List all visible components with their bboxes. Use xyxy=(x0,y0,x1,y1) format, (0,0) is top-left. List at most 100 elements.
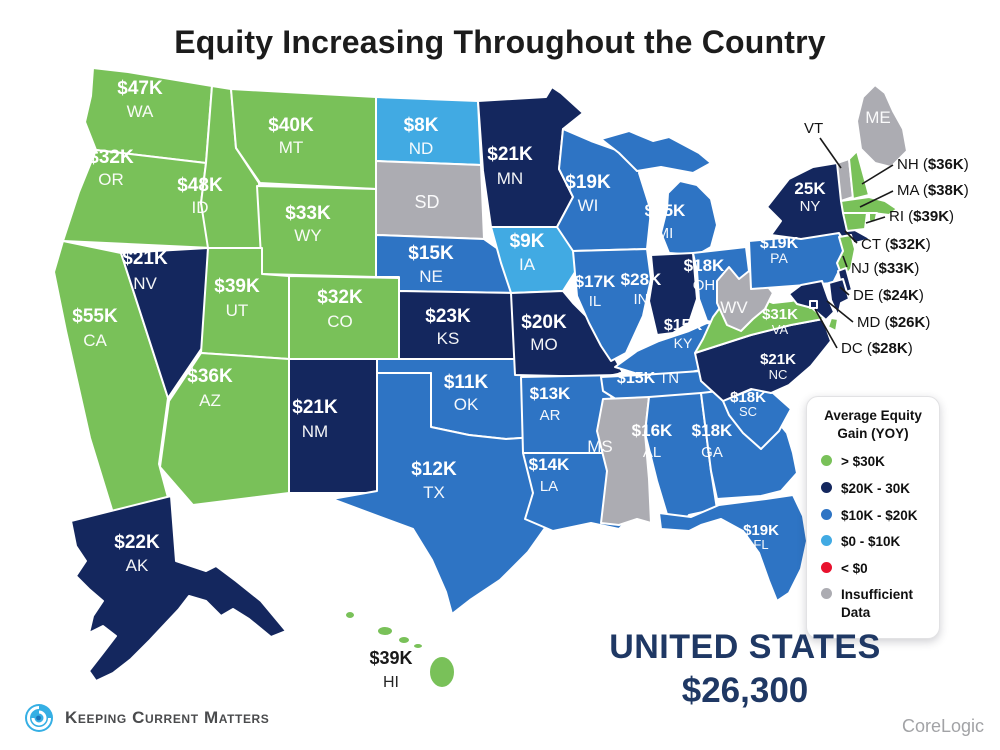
state-OR xyxy=(62,149,213,249)
state-HI xyxy=(344,610,456,689)
legend-item-label: $0 - $10K xyxy=(841,534,901,550)
state-label-ME: ME xyxy=(865,108,891,127)
callout-line-VT xyxy=(819,137,842,169)
legend-item-label: $20K - 30K xyxy=(841,480,911,496)
state-label-NE: $15K NE xyxy=(408,243,454,286)
state-MD xyxy=(788,278,850,321)
state-label-GA: $18K GA xyxy=(692,421,733,461)
state-TX xyxy=(331,372,580,615)
state-label-WI: $19K WI xyxy=(565,172,611,215)
state-label-CA: $55K CA xyxy=(72,306,118,350)
callout-CT: CT ($32K) xyxy=(861,236,931,253)
state-label-MI: $15K MI xyxy=(645,201,686,242)
legend-swatch-icon xyxy=(821,508,832,520)
legend-item-0: > $30K xyxy=(819,453,933,471)
state-label-WV: WV xyxy=(720,298,748,317)
state-AK xyxy=(70,495,287,682)
state-IL xyxy=(572,248,652,362)
state-label-SC: $18K SC xyxy=(730,389,766,419)
brand-logo: Keeping Current Matters xyxy=(22,701,269,735)
us-total-label: UNITED STATES xyxy=(609,628,881,666)
state-CT xyxy=(842,212,868,232)
callout-NJ: NJ ($33K) xyxy=(851,260,919,277)
callout-line-DE xyxy=(839,286,850,296)
legend-swatch-icon xyxy=(821,455,832,467)
brand-swirl-icon xyxy=(25,704,53,732)
state-label-MT: $40K MT xyxy=(268,115,314,157)
source-credit: CoreLogic xyxy=(901,716,984,736)
legend-item-label: Insufficient Data xyxy=(841,587,914,620)
state-label-VA: $31K VA xyxy=(762,306,798,337)
callout-line-NJ xyxy=(842,255,848,268)
state-FL xyxy=(658,494,808,602)
legend-item-4: < $0 xyxy=(819,560,933,578)
state-label-ID: $48K ID xyxy=(177,175,223,217)
state-label-PA: $19K PA xyxy=(760,235,799,266)
state-label-OK: $11K OK xyxy=(444,372,489,414)
hawaii-island xyxy=(428,655,456,689)
state-NH xyxy=(848,150,870,200)
state-label-MN: $21K MN xyxy=(487,144,533,188)
state-label-AR: $13K AR xyxy=(530,384,571,424)
hawaii-island xyxy=(376,625,394,637)
state-label-HI: $39K HI xyxy=(369,648,412,691)
state-label-TN: $15K TN xyxy=(617,370,679,387)
legend-item-label: $10K - $20K xyxy=(841,507,918,523)
legend-swatch-icon xyxy=(821,535,832,547)
state-label-IL: $17K IL xyxy=(575,272,616,310)
state-MT xyxy=(230,88,377,190)
state-label-IA: $9K IA xyxy=(510,231,545,274)
callout-RI: RI ($39K) xyxy=(889,208,954,225)
state-label-FL: $19K FL xyxy=(743,522,779,552)
callout-VT: VT xyxy=(804,120,823,137)
page-title: Equity Increasing Throughout the Country xyxy=(174,24,826,60)
state-label-OR: $32K OR xyxy=(88,147,134,189)
legend-item-label: > $30K xyxy=(841,454,885,470)
brand-name: Keeping Current Matters xyxy=(65,708,270,727)
legend-swatch-icon xyxy=(821,588,832,600)
legend-item-1: $20K - 30K xyxy=(819,480,933,498)
callout-DC: DC ($28K) xyxy=(841,340,913,357)
legend-item-label: < $0 xyxy=(841,560,868,576)
callout-line-NH xyxy=(861,164,894,185)
callout-MD: MD ($26K) xyxy=(857,314,930,331)
state-label-NM: $21K NM xyxy=(292,397,338,441)
us-total: UNITED STATES $26,300 xyxy=(560,628,930,711)
state-label-MS: MS xyxy=(587,437,613,456)
us-total-value: $26,300 xyxy=(681,671,809,710)
legend-item-3: $0 - $10K xyxy=(819,533,933,551)
state-label-TX: $12K TX xyxy=(411,459,457,502)
legend: Average Equity Gain (YOY) > $30K $20K - 3… xyxy=(806,396,940,640)
callout-line-MD xyxy=(826,300,854,323)
state-label-NC: $21K NC xyxy=(760,351,796,382)
state-label-SD: SD xyxy=(414,192,439,212)
state-label-AK: $22K AK xyxy=(114,532,160,575)
state-IN xyxy=(648,252,698,336)
state-label-NY: 25K NY xyxy=(794,179,826,215)
state-label-UT: $39K UT xyxy=(214,276,260,320)
state-label-AL: $16K AL xyxy=(632,421,673,461)
state-label-AZ: $36K AZ xyxy=(187,366,233,410)
legend-item-2: $10K - $20K xyxy=(819,507,933,525)
state-label-LA: $14K LA xyxy=(529,455,570,495)
legend-title: Average Equity Gain (YOY) xyxy=(824,408,922,442)
legend-item-5: Insufficient Data xyxy=(819,586,933,621)
state-label-KY: $15K KY xyxy=(664,317,703,351)
state-label-OH: $18K OH xyxy=(684,256,725,294)
callout-line-DC xyxy=(814,308,838,349)
legend-swatch-icon xyxy=(821,561,832,573)
callout-NH: NH ($36K) xyxy=(897,156,969,173)
state-label-WA: $47K WA xyxy=(117,78,163,121)
state-label-ND: $8K ND xyxy=(404,115,439,158)
legend-items: > $30K $20K - 30K $10K - $20K $0 - $10K < $0… xyxy=(819,453,933,621)
state-MS xyxy=(596,396,652,526)
state-DC xyxy=(809,300,818,309)
state-ME xyxy=(856,84,908,168)
callout-DE: DE ($24K) xyxy=(853,287,924,304)
callout-MA: MA ($38K) xyxy=(897,182,969,199)
state-label-CO: $32K CO xyxy=(317,287,363,331)
state-label-NV: $21K NV xyxy=(122,248,168,293)
legend-swatch-icon xyxy=(821,481,832,493)
